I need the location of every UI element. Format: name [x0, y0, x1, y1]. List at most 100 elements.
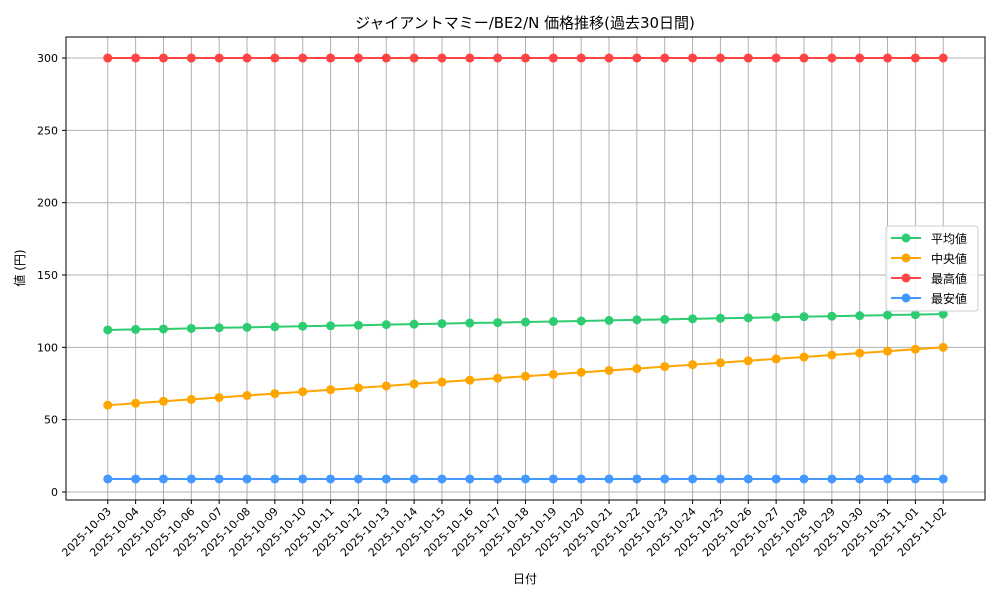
data-point [270, 474, 280, 484]
data-point [827, 474, 837, 484]
data-point [743, 474, 753, 484]
data-point [604, 53, 614, 63]
data-point [103, 474, 113, 484]
series-1 [103, 342, 948, 410]
data-point [521, 474, 530, 484]
data-point [186, 323, 196, 333]
data-point [632, 474, 642, 484]
grid [66, 37, 985, 500]
data-point [409, 319, 419, 329]
y-tick-label: 150 [37, 269, 58, 282]
data-point [910, 53, 920, 63]
data-point [158, 324, 168, 334]
data-point [465, 53, 475, 63]
data-point [883, 310, 893, 320]
data-point [437, 377, 447, 387]
data-point [242, 474, 252, 484]
data-point [326, 474, 336, 484]
legend-marker [901, 253, 911, 263]
data-point [576, 367, 586, 377]
data-point [521, 53, 530, 63]
data-point [326, 385, 336, 395]
legend-label: 中央値 [931, 251, 967, 266]
data-point [214, 474, 224, 484]
x-axis-label: 日付 [513, 572, 537, 586]
data-point [883, 474, 893, 484]
data-point [799, 352, 809, 362]
data-point [771, 312, 781, 322]
data-point [465, 375, 475, 385]
data-point [270, 389, 280, 399]
y-axis-ticks: 0 50 100 150 200 250 300 [37, 52, 66, 499]
data-point [103, 400, 113, 410]
data-point [715, 474, 725, 484]
data-point [688, 314, 698, 324]
data-point [715, 53, 725, 63]
data-point [186, 53, 196, 63]
data-point [688, 474, 698, 484]
data-point [381, 320, 391, 330]
x-axis-ticks: 2025-10-032025-10-042025-10-052025-10-06… [59, 500, 949, 559]
data-point [827, 53, 837, 63]
data-point [548, 53, 558, 63]
data-point [381, 474, 391, 484]
y-tick-label: 100 [37, 341, 58, 354]
series-0 [103, 309, 948, 335]
data-point [771, 354, 781, 364]
data-point [660, 53, 670, 63]
data-point [576, 53, 586, 63]
data-point [465, 474, 475, 484]
data-point [103, 325, 113, 335]
data-point [214, 393, 224, 403]
data-point [771, 53, 781, 63]
data-point [938, 342, 948, 352]
data-point [493, 474, 503, 484]
data-point [938, 474, 948, 484]
data-point [131, 474, 141, 484]
data-point [437, 53, 447, 63]
data-point [242, 53, 252, 63]
data-point [604, 365, 614, 375]
data-point [353, 474, 363, 484]
data-point [353, 383, 363, 393]
data-point [270, 53, 280, 63]
legend-label: 最高値 [931, 271, 967, 286]
data-point [131, 53, 141, 63]
data-point [576, 474, 586, 484]
data-point [298, 387, 308, 397]
y-axis-label: 値 (円) [12, 249, 27, 286]
data-point [298, 474, 308, 484]
data-point [381, 381, 391, 391]
data-point [270, 322, 280, 332]
data-point [521, 317, 530, 327]
legend-marker [901, 293, 911, 303]
data-point [938, 53, 948, 63]
data-point [632, 315, 642, 325]
data-point [131, 398, 141, 408]
data-point [883, 346, 893, 356]
legend-marker [901, 273, 911, 283]
data-point [548, 316, 558, 326]
legend-box [885, 225, 979, 312]
data-point [827, 350, 837, 360]
data-point [604, 474, 614, 484]
data-point [409, 379, 419, 389]
data-point [883, 53, 893, 63]
series-layer [103, 53, 948, 484]
data-point [158, 396, 168, 406]
data-point [326, 53, 336, 63]
data-point [326, 321, 336, 331]
data-point [660, 474, 670, 484]
data-point [632, 53, 642, 63]
data-point [493, 373, 503, 383]
data-point [855, 474, 865, 484]
legend-marker [901, 233, 911, 243]
data-point [660, 362, 670, 372]
data-point [743, 53, 753, 63]
data-point [437, 319, 447, 329]
data-point [242, 390, 252, 400]
data-point [186, 474, 196, 484]
data-point [715, 313, 725, 323]
series-3 [103, 474, 948, 484]
